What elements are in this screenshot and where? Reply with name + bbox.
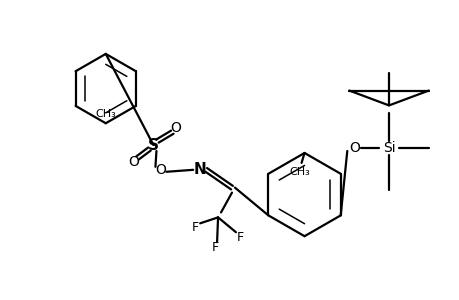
Text: O: O — [155, 163, 166, 177]
Text: S: S — [148, 137, 159, 152]
Text: Si: Si — [382, 141, 394, 155]
Text: N: N — [193, 162, 206, 177]
Text: O: O — [348, 141, 359, 155]
Text: CH₃: CH₃ — [289, 167, 309, 177]
Text: F: F — [236, 231, 243, 244]
Text: F: F — [191, 221, 198, 234]
Text: CH₃: CH₃ — [95, 109, 116, 119]
Text: O: O — [169, 121, 180, 135]
Text: O: O — [128, 155, 139, 169]
Text: F: F — [211, 241, 218, 254]
